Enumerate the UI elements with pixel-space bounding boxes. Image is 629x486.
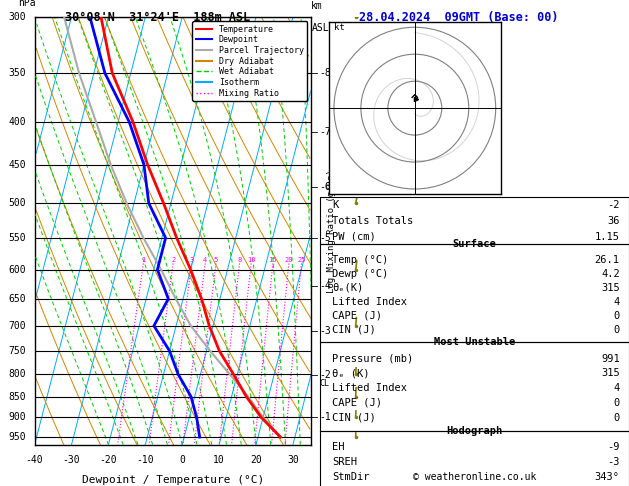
Text: CAPE (J): CAPE (J) bbox=[332, 311, 382, 321]
Text: Lifted Index: Lifted Index bbox=[332, 297, 407, 307]
Text: CIN (J): CIN (J) bbox=[332, 413, 376, 423]
Text: θₑ(K): θₑ(K) bbox=[332, 283, 363, 293]
Text: 0: 0 bbox=[613, 413, 620, 423]
Text: K: K bbox=[332, 200, 338, 210]
Text: 20: 20 bbox=[250, 455, 262, 466]
Text: 30: 30 bbox=[287, 455, 299, 466]
Text: 8: 8 bbox=[238, 258, 242, 263]
Text: 10: 10 bbox=[213, 455, 225, 466]
Text: 750: 750 bbox=[9, 346, 26, 356]
Text: 2: 2 bbox=[171, 258, 175, 263]
Text: 800: 800 bbox=[9, 369, 26, 380]
Text: -10: -10 bbox=[136, 455, 154, 466]
Text: 1: 1 bbox=[141, 258, 145, 263]
Text: 900: 900 bbox=[9, 413, 26, 422]
Text: 315: 315 bbox=[601, 283, 620, 293]
Legend: Temperature, Dewpoint, Parcel Trajectory, Dry Adiabat, Wet Adiabat, Isotherm, Mi: Temperature, Dewpoint, Parcel Trajectory… bbox=[192, 21, 307, 101]
Text: 28.04.2024  09GMT (Base: 00): 28.04.2024 09GMT (Base: 00) bbox=[359, 11, 559, 24]
Text: -40: -40 bbox=[26, 455, 43, 466]
Text: 991: 991 bbox=[601, 354, 620, 364]
Text: 700: 700 bbox=[9, 321, 26, 331]
Text: 5: 5 bbox=[214, 258, 218, 263]
Text: -4: -4 bbox=[319, 281, 331, 291]
Text: 0: 0 bbox=[613, 311, 620, 321]
Text: 1.15: 1.15 bbox=[594, 231, 620, 242]
Text: -30: -30 bbox=[63, 455, 81, 466]
Text: kt: kt bbox=[334, 23, 345, 32]
Text: SREH: SREH bbox=[332, 457, 357, 468]
Text: EH: EH bbox=[332, 442, 345, 452]
Text: 0: 0 bbox=[613, 398, 620, 408]
Text: Lifted Index: Lifted Index bbox=[332, 383, 407, 393]
Text: Surface: Surface bbox=[452, 240, 496, 249]
Text: 350: 350 bbox=[9, 68, 26, 78]
Text: -8: -8 bbox=[319, 68, 331, 78]
Text: hPa: hPa bbox=[18, 0, 36, 8]
Text: θₑ (K): θₑ (K) bbox=[332, 368, 369, 379]
Text: 36: 36 bbox=[607, 216, 620, 226]
Text: -20: -20 bbox=[99, 455, 117, 466]
Text: 10: 10 bbox=[247, 258, 255, 263]
Text: 400: 400 bbox=[9, 117, 26, 127]
Text: 850: 850 bbox=[9, 392, 26, 401]
Text: 600: 600 bbox=[9, 264, 26, 275]
Text: 30°08'N  31°24'E  188m ASL: 30°08'N 31°24'E 188m ASL bbox=[65, 11, 250, 24]
Text: 4: 4 bbox=[613, 297, 620, 307]
Text: 15: 15 bbox=[269, 258, 277, 263]
Text: -1: -1 bbox=[319, 412, 331, 422]
Text: -2: -2 bbox=[319, 370, 331, 381]
Text: Dewpoint / Temperature (°C): Dewpoint / Temperature (°C) bbox=[82, 475, 264, 485]
Text: StmDir: StmDir bbox=[332, 472, 369, 482]
Text: -3: -3 bbox=[319, 326, 331, 336]
Text: CIN (J): CIN (J) bbox=[332, 325, 376, 335]
Text: 4: 4 bbox=[203, 258, 208, 263]
Text: Dewp (°C): Dewp (°C) bbox=[332, 269, 388, 279]
Text: 20: 20 bbox=[284, 258, 293, 263]
Text: 25: 25 bbox=[297, 258, 306, 263]
Text: -3: -3 bbox=[607, 457, 620, 468]
Text: -6: -6 bbox=[319, 182, 331, 192]
Text: Hodograph: Hodograph bbox=[446, 426, 503, 436]
Text: CL: CL bbox=[319, 379, 329, 388]
Text: Pressure (mb): Pressure (mb) bbox=[332, 354, 413, 364]
Text: 650: 650 bbox=[9, 294, 26, 304]
Text: 0: 0 bbox=[613, 325, 620, 335]
Text: 26.1: 26.1 bbox=[594, 255, 620, 265]
Text: 0: 0 bbox=[179, 455, 185, 466]
Text: Temp (°C): Temp (°C) bbox=[332, 255, 388, 265]
Text: 550: 550 bbox=[9, 233, 26, 243]
Text: 4.2: 4.2 bbox=[601, 269, 620, 279]
Text: PW (cm): PW (cm) bbox=[332, 231, 376, 242]
Text: -2: -2 bbox=[607, 200, 620, 210]
Text: -5: -5 bbox=[319, 233, 331, 243]
Text: CAPE (J): CAPE (J) bbox=[332, 398, 382, 408]
Text: km: km bbox=[311, 0, 323, 11]
Text: ASL: ASL bbox=[311, 23, 329, 34]
Text: -9: -9 bbox=[607, 442, 620, 452]
Text: 4: 4 bbox=[613, 383, 620, 393]
Text: 300: 300 bbox=[9, 12, 26, 22]
Text: Log Mixing Ratio (g/kg): Log Mixing Ratio (g/kg) bbox=[327, 169, 337, 293]
Text: 3: 3 bbox=[189, 258, 194, 263]
Text: -7: -7 bbox=[319, 127, 331, 137]
Text: Most Unstable: Most Unstable bbox=[433, 337, 515, 347]
Text: 450: 450 bbox=[9, 160, 26, 170]
Text: © weatheronline.co.uk: © weatheronline.co.uk bbox=[413, 472, 537, 482]
Text: 950: 950 bbox=[9, 432, 26, 442]
Text: 315: 315 bbox=[601, 368, 620, 379]
Text: Totals Totals: Totals Totals bbox=[332, 216, 413, 226]
Text: 500: 500 bbox=[9, 198, 26, 208]
Text: 343°: 343° bbox=[594, 472, 620, 482]
